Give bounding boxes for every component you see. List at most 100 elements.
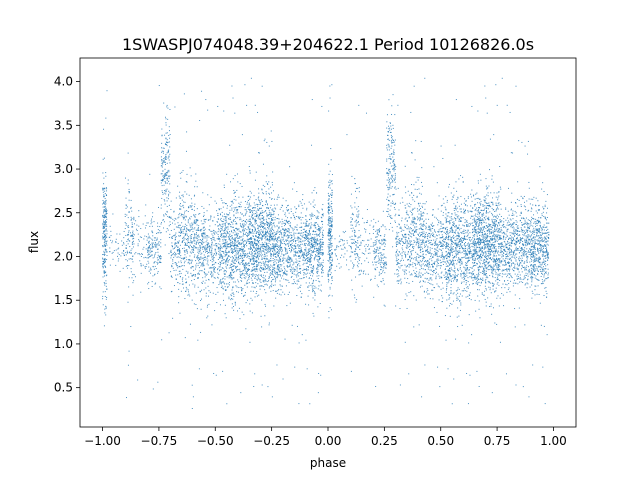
data-point — [235, 266, 237, 268]
data-point — [285, 252, 287, 254]
data-point — [105, 298, 107, 300]
data-point — [256, 248, 258, 250]
data-point — [285, 253, 287, 255]
data-point — [224, 253, 226, 255]
data-point — [182, 170, 184, 172]
data-point — [290, 248, 292, 250]
data-point — [225, 289, 227, 291]
data-point — [177, 241, 179, 243]
data-point — [104, 308, 106, 310]
data-point — [191, 205, 193, 207]
data-point — [256, 216, 258, 218]
data-point — [263, 257, 265, 259]
data-point — [102, 158, 104, 160]
data-point — [128, 265, 130, 267]
data-point — [163, 192, 165, 194]
data-point — [154, 254, 156, 256]
data-point — [229, 144, 231, 146]
data-point — [201, 270, 203, 272]
data-point — [248, 257, 250, 259]
data-point — [365, 222, 367, 224]
data-point — [255, 275, 257, 277]
data-point — [304, 243, 306, 245]
data-point — [105, 217, 107, 219]
data-point — [279, 249, 281, 251]
data-point — [271, 192, 273, 194]
data-point — [250, 77, 252, 79]
data-point — [129, 246, 131, 248]
data-point — [152, 275, 154, 277]
data-point — [125, 204, 127, 206]
data-point — [312, 312, 314, 314]
data-point — [208, 243, 210, 245]
data-point — [220, 230, 222, 232]
data-point — [166, 228, 168, 230]
data-point — [238, 307, 240, 309]
data-point — [266, 249, 268, 251]
data-point — [303, 228, 305, 230]
data-point — [305, 236, 307, 238]
data-point — [152, 239, 154, 241]
data-point — [163, 199, 165, 201]
data-point — [174, 254, 176, 256]
data-point — [322, 243, 324, 245]
data-point — [286, 250, 288, 252]
data-point — [300, 219, 302, 221]
data-point — [278, 271, 280, 273]
data-point — [265, 233, 267, 235]
data-point — [199, 241, 201, 243]
data-point — [318, 250, 320, 252]
data-point — [146, 236, 148, 238]
data-point — [173, 247, 175, 249]
data-point — [164, 173, 166, 175]
data-point — [359, 244, 361, 246]
data-point — [260, 213, 262, 215]
data-point — [248, 232, 250, 234]
data-point — [260, 281, 262, 283]
data-point — [195, 236, 197, 238]
data-point — [144, 266, 146, 268]
data-point — [311, 246, 313, 248]
data-point — [327, 238, 329, 240]
data-point — [279, 247, 281, 249]
data-point — [248, 220, 250, 222]
data-point — [167, 215, 169, 217]
data-point — [287, 230, 289, 232]
data-point — [200, 242, 202, 244]
data-point — [261, 225, 263, 227]
data-point — [248, 282, 250, 284]
data-point — [186, 227, 188, 229]
data-point — [204, 219, 206, 221]
data-point — [103, 262, 105, 264]
data-point — [361, 263, 363, 265]
data-point — [196, 235, 198, 237]
data-point — [263, 222, 265, 224]
data-point — [127, 225, 129, 227]
data-point — [226, 207, 228, 209]
data-point — [283, 235, 285, 237]
data-point — [105, 228, 107, 230]
data-point — [262, 163, 264, 165]
data-point — [201, 235, 203, 237]
data-point — [289, 258, 291, 260]
data-point — [149, 252, 151, 254]
data-point — [229, 209, 231, 211]
data-point — [270, 254, 272, 256]
data-point — [298, 216, 300, 218]
data-point — [249, 231, 251, 233]
data-point — [245, 267, 247, 269]
data-point — [258, 204, 260, 206]
data-point — [109, 251, 111, 253]
data-point — [196, 224, 198, 226]
data-point — [259, 250, 261, 252]
data-point — [335, 248, 337, 250]
data-point — [204, 251, 206, 253]
data-point — [299, 257, 301, 259]
data-point — [242, 295, 244, 297]
data-point — [255, 256, 257, 258]
data-point — [267, 266, 269, 268]
data-point — [257, 224, 259, 226]
data-point — [237, 217, 239, 219]
data-point — [148, 235, 150, 237]
data-point — [261, 210, 263, 212]
